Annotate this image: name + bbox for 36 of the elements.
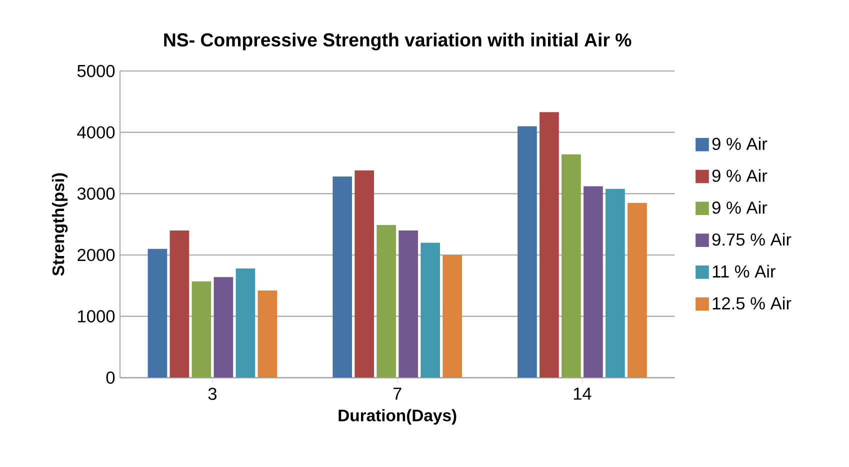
bar	[628, 202, 647, 378]
bar	[214, 277, 234, 378]
bar	[518, 126, 537, 378]
bar	[584, 186, 603, 378]
y-tick-label: 0	[106, 372, 115, 384]
legend-label: 9.75 % Air	[712, 232, 792, 246]
bar	[398, 230, 418, 378]
bar	[540, 112, 559, 378]
bar	[236, 268, 256, 378]
legend-label: 11 % Air	[712, 264, 776, 278]
bar	[258, 290, 278, 378]
bar	[606, 188, 625, 378]
y-tick-label: 3000	[77, 188, 115, 200]
chart-title: NS- Compressive Strength variation with initial Air %	[164, 32, 632, 50]
y-tick-label: 1000	[78, 310, 115, 322]
x-tick-label: 14	[574, 388, 592, 400]
x-axis-title: Duration(Days)	[338, 409, 456, 425]
legend-label: 9 % Air	[712, 137, 768, 150]
x-tick-label: 3	[208, 388, 217, 400]
bar	[562, 154, 581, 378]
bar	[148, 248, 168, 378]
legend-label: 9 % Air	[712, 169, 768, 182]
x-tick-label: 7	[393, 388, 402, 400]
bar	[442, 254, 462, 378]
bar	[170, 230, 190, 378]
bar	[376, 224, 396, 378]
legend-label: 12.5 % Air	[712, 296, 792, 310]
legend-label: 9 % Air	[712, 201, 768, 214]
y-tick-label: 2000	[78, 248, 115, 262]
y-axis-title: Strength(psi)	[52, 173, 68, 276]
bar	[354, 170, 374, 378]
y-tick-label: 5000	[77, 64, 115, 78]
bar	[420, 242, 440, 378]
y-tick-label: 4000	[77, 126, 115, 138]
bar	[192, 281, 212, 378]
bar	[332, 176, 352, 378]
